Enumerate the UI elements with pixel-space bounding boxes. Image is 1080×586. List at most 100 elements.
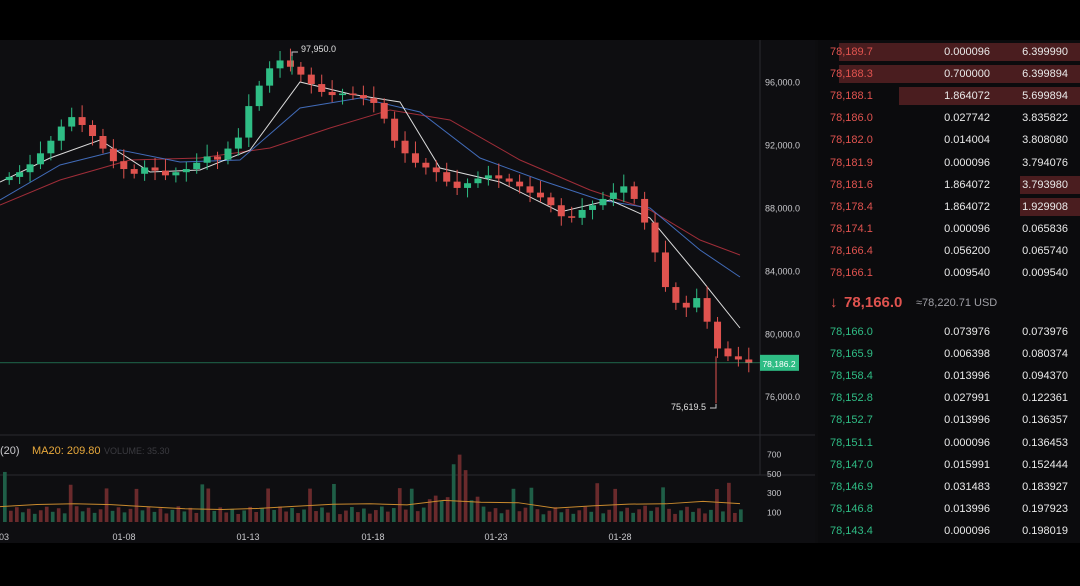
volume-bar xyxy=(92,512,97,522)
orderbook-amount: 0.700000 xyxy=(944,68,990,81)
volume-tick-label: 100 xyxy=(767,507,781,517)
candle-body xyxy=(422,162,430,168)
orderbook-price: 78,178.4 xyxy=(830,200,873,213)
bid-row[interactable]: 78,146.9 0.031483 0.183927 xyxy=(818,476,1080,498)
volume-bar xyxy=(32,513,37,522)
volume-bar xyxy=(14,507,19,522)
price-tick-label: 84,000.0 xyxy=(765,266,800,276)
volume-bar xyxy=(20,512,25,522)
volume-tick-label: 500 xyxy=(767,469,781,479)
volume-tick-label: 700 xyxy=(767,450,781,460)
candle-body xyxy=(443,172,451,182)
orderbook-amount: 0.000096 xyxy=(944,222,990,235)
candle-body xyxy=(536,192,544,198)
high-price-label: 97,950.0 xyxy=(301,44,336,54)
candle-body xyxy=(745,359,753,363)
volume-bar xyxy=(391,508,396,522)
orderbook-total: 0.136453 xyxy=(1022,436,1068,449)
ask-row[interactable]: 78,189.7 0.000096 6.399990 xyxy=(818,41,1080,63)
time-tick-label: 03 xyxy=(0,532,9,542)
ask-row[interactable]: 78,174.1 0.000096 0.065836 xyxy=(818,218,1080,240)
volume-bar xyxy=(206,488,211,522)
bid-row[interactable]: 78,143.4 0.000096 0.198019 xyxy=(818,520,1080,542)
orderbook-total: 0.065740 xyxy=(1022,244,1068,257)
last-price-tag xyxy=(760,354,799,371)
volume-bar xyxy=(475,496,480,522)
volume-bar xyxy=(595,483,600,522)
orderbook-amount: 0.013996 xyxy=(944,370,990,383)
orderbook-total: 0.122361 xyxy=(1022,392,1068,405)
ask-row[interactable]: 78,188.1 1.864072 5.699894 xyxy=(818,85,1080,107)
candle-body xyxy=(234,137,242,149)
candle-body xyxy=(651,222,659,253)
time-tick-label: 01-18 xyxy=(361,532,384,542)
volume-bar xyxy=(493,508,498,522)
bid-row[interactable]: 78,166.0 0.073976 0.073976 xyxy=(818,321,1080,343)
price-chart[interactable]: 96,000.0 92,000.0 88,000.0 84,000.0 80,000.0… xyxy=(0,40,815,543)
volume-bar xyxy=(260,508,264,522)
ask-row[interactable]: 78,166.1 0.009540 0.009540 xyxy=(818,262,1080,284)
volume-bar xyxy=(86,507,91,522)
volume-bar xyxy=(350,506,354,522)
ask-row[interactable]: 78,166.4 0.056200 0.065740 xyxy=(818,240,1080,262)
volume-bar xyxy=(427,499,432,522)
time-tick-label: 01-23 xyxy=(484,532,507,542)
candle-body xyxy=(380,102,388,119)
candle-body xyxy=(620,186,628,193)
bid-row[interactable]: 78,146.8 0.013996 0.197923 xyxy=(818,498,1080,520)
volume-bar xyxy=(445,497,450,522)
volume-bar xyxy=(517,511,522,522)
price-tick-label: 88,000.0 xyxy=(765,203,800,213)
orderbook-total: 1.929908 xyxy=(1022,200,1068,213)
orderbook-total: 3.794076 xyxy=(1022,156,1068,169)
volume-bar xyxy=(146,506,151,522)
candle-body xyxy=(224,148,232,160)
candle-body xyxy=(99,135,107,149)
orderbook-price: 78,189.7 xyxy=(830,46,873,58)
bid-row[interactable]: 78,147.0 0.015991 0.152444 xyxy=(818,454,1080,476)
last-price: 78,166.0 xyxy=(844,294,903,311)
orderbook-amount: 0.000096 xyxy=(944,46,990,58)
orderbook-price: 78,165.9 xyxy=(830,348,873,361)
volume-bar xyxy=(242,510,247,522)
ask-row[interactable]: 78,186.0 0.027742 3.835822 xyxy=(818,107,1080,129)
ask-row[interactable]: 78,181.9 0.000096 3.794076 xyxy=(818,152,1080,174)
ask-row[interactable]: 78,188.3 0.700000 6.399894 xyxy=(818,63,1080,85)
volume-bar xyxy=(619,511,624,522)
volume-bar xyxy=(673,513,677,522)
volume-bar xyxy=(362,508,366,522)
volume-bar xyxy=(62,513,67,522)
candle-body xyxy=(214,156,222,160)
orderbook-price: 78,152.8 xyxy=(830,392,873,405)
volume-bar xyxy=(344,510,348,522)
volume-bar xyxy=(613,488,618,522)
bid-row[interactable]: 78,158.4 0.013996 0.094370 xyxy=(818,365,1080,387)
bid-row[interactable]: 78,152.8 0.027991 0.122361 xyxy=(818,387,1080,409)
bid-row[interactable]: 78,152.7 0.013996 0.136357 xyxy=(818,409,1080,431)
volume-bar xyxy=(565,508,570,522)
volume-bar xyxy=(254,511,259,522)
volume-bar xyxy=(74,506,79,522)
chart-pane[interactable]: 96,000.0 92,000.0 88,000.0 84,000.0 80,000.0… xyxy=(0,40,815,543)
volume-bar xyxy=(182,511,187,522)
bid-row[interactable]: 78,151.1 0.000096 0.136453 xyxy=(818,432,1080,454)
candle-body xyxy=(161,170,169,176)
volume-bar xyxy=(607,509,612,522)
volume-bar xyxy=(218,507,223,522)
bid-row[interactable]: 78,165.9 0.006398 0.080374 xyxy=(818,343,1080,365)
candle-body xyxy=(286,60,294,67)
volume-bar xyxy=(559,512,564,522)
volume-bar xyxy=(523,507,528,522)
orderbook-price: 78,174.1 xyxy=(830,222,873,235)
orderbook-total: 0.197923 xyxy=(1022,502,1068,515)
orderbook-total: 0.136357 xyxy=(1022,414,1068,427)
ask-row[interactable]: 78,178.4 1.864072 1.929908 xyxy=(818,196,1080,218)
ask-row[interactable]: 78,181.6 1.864072 3.793980 xyxy=(818,174,1080,196)
price-tick-label: 96,000.0 xyxy=(765,77,800,87)
orderbook-price: 78,152.7 xyxy=(830,414,873,427)
volume-bar xyxy=(110,510,115,522)
candle-body xyxy=(505,178,513,182)
volume-bar xyxy=(8,510,13,522)
ask-row[interactable]: 78,182.0 0.014004 3.808080 xyxy=(818,129,1080,151)
volume-bar xyxy=(691,511,695,522)
